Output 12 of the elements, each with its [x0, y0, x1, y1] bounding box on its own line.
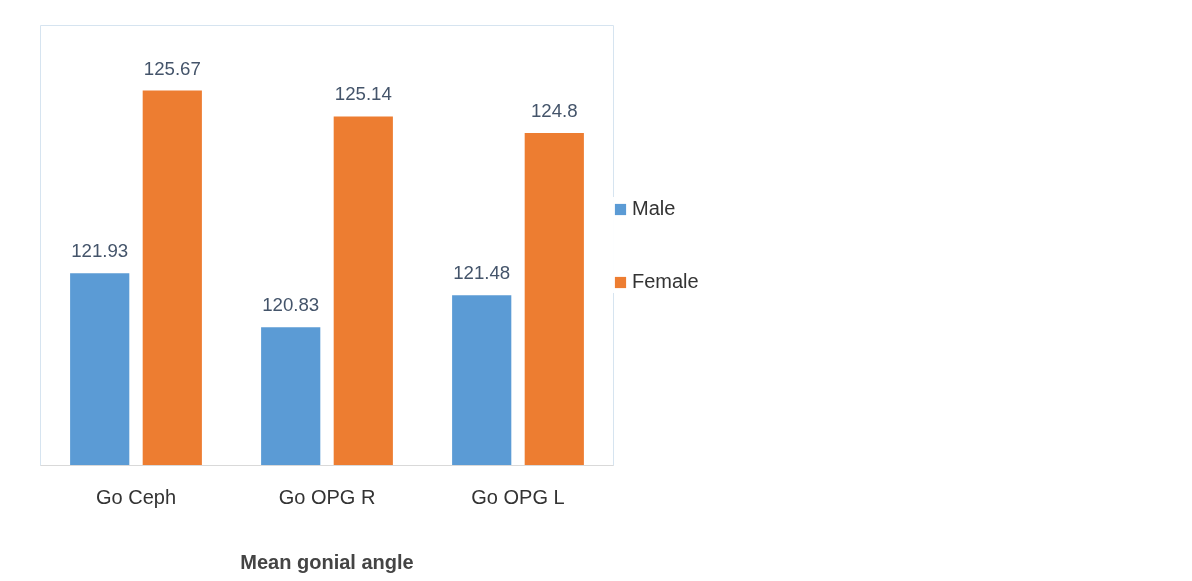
legend-label: Female — [632, 270, 699, 293]
data-label: 121.93 — [71, 240, 129, 262]
x-tick-label: Go OPG L — [471, 485, 565, 508]
data-label: 125.14 — [334, 83, 392, 105]
data-label: 124.8 — [530, 100, 578, 122]
data-label: 120.83 — [262, 294, 320, 316]
data-label: 121.48 — [453, 262, 511, 284]
x-tick-label: Go OPG R — [278, 485, 376, 508]
x-axis-title: Mean gonial angle — [240, 550, 414, 573]
x-tick-label: Go Ceph — [95, 485, 177, 508]
data-label: 125.67 — [143, 57, 201, 79]
legend-label: Male — [632, 197, 677, 220]
